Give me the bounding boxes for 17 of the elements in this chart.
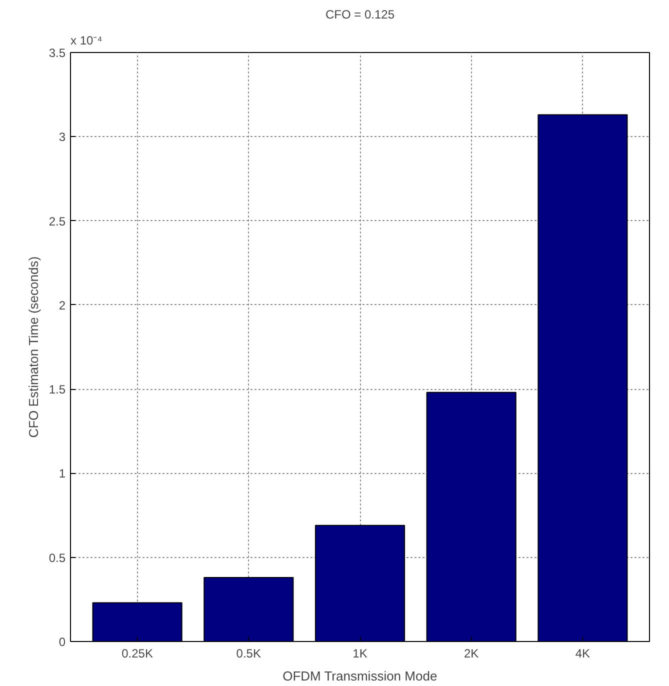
x-tick-label: 0.25K — [122, 646, 153, 660]
y-tick-label: 1 — [58, 466, 66, 481]
y-tick-label: 1.5 — [48, 382, 66, 397]
y-tick-label: 3 — [58, 130, 66, 144]
y-tick-label: 2 — [58, 298, 66, 312]
text: x 10⁻⁴ — [70, 34, 102, 48]
x-tick-label: 4K — [575, 646, 590, 660]
y-tick-label: 3.5 — [48, 46, 66, 60]
x-axis-title: OFDM Transmission Mode — [282, 668, 438, 684]
y-tick-label: 0 — [58, 635, 66, 649]
x-tick-label: 1K — [352, 646, 368, 660]
x-tick-label: 2K — [464, 646, 479, 660]
y-axis-title: CFO Estimaton Time (seconds) — [26, 256, 41, 438]
x-tick-label: 0.5K — [236, 646, 261, 660]
chart-title: CFO = 0.125 — [325, 8, 395, 22]
y-tick-label: 0.5 — [48, 550, 66, 565]
y-tick-label: 2.5 — [48, 214, 66, 228]
